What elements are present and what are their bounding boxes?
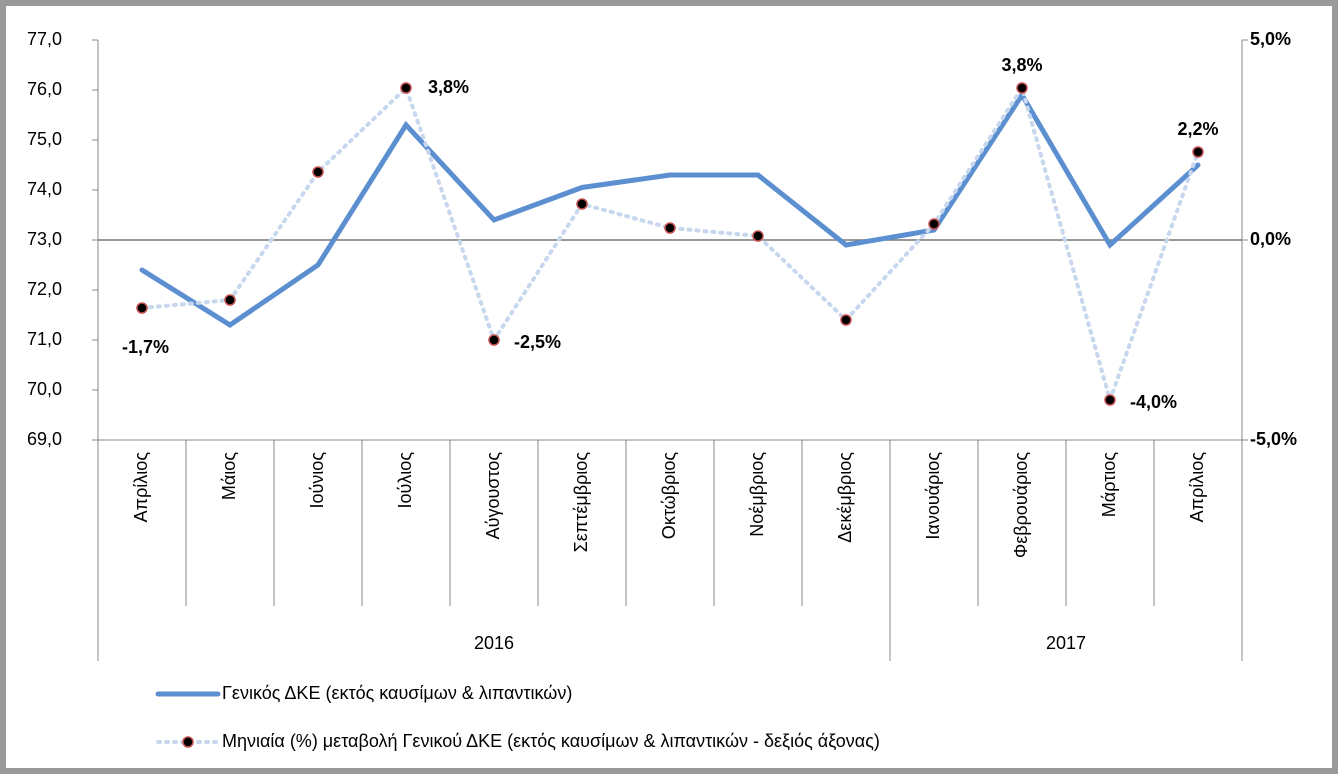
- marker: [576, 198, 588, 210]
- x-tick-label: Απρίλιος: [1187, 452, 1207, 523]
- data-label: -1,7%: [122, 337, 169, 357]
- group-label: 2016: [474, 633, 514, 653]
- legend-marker: [182, 736, 194, 748]
- y-tick-label: 77,0: [27, 29, 62, 49]
- chart: 69,0 70,0 71,0 72,0 73,0 74,0 75,0 76,0 77,0 -5,0…: [27, 29, 1297, 751]
- y2-tick-label: 5,0%: [1250, 29, 1291, 49]
- marker: [664, 222, 676, 234]
- series-line: [139, 90, 1201, 328]
- y-tick-label: 74,0: [27, 179, 62, 199]
- x-tick-label: Απρίλιος: [131, 452, 151, 523]
- series-line: [140, 83, 1200, 407]
- legend-label: Γενικός ΔΚΕ (εκτός καυσίμων & λιπαντικών…: [222, 683, 572, 703]
- marker: [136, 302, 148, 314]
- y-tick-label: 70,0: [27, 379, 62, 399]
- x-tick-label: Δεκέμβριος: [835, 452, 855, 543]
- group-label: 2017: [1046, 633, 1086, 653]
- data-label: 3,8%: [1001, 55, 1042, 75]
- y-tick-label: 73,0: [27, 229, 62, 249]
- marker: [488, 334, 500, 346]
- data-label: 2,2%: [1177, 119, 1218, 139]
- x-tick-label: Ιούνιος: [307, 452, 327, 509]
- y2-tick-label: -5,0%: [1250, 429, 1297, 449]
- data-label: -2,5%: [514, 332, 561, 352]
- x-tick-label: Σεπτέμβριος: [571, 452, 591, 553]
- y2-tick-label: 0,0%: [1250, 229, 1291, 249]
- x-tick-label: Ιούλιος: [395, 452, 415, 509]
- x-tick-label: Ιανουάριος: [923, 452, 943, 540]
- marker: [400, 82, 412, 94]
- marker: [752, 230, 764, 242]
- x-tick-label: Φεβρουάριος: [1011, 452, 1031, 558]
- x-tick-label: Αύγουστος: [483, 452, 503, 540]
- x-tick-label: Νοέμβριος: [747, 452, 767, 537]
- marker: [840, 314, 852, 326]
- marker: [1192, 146, 1204, 158]
- y-tick-label: 69,0: [27, 429, 62, 449]
- marker: [1016, 82, 1028, 94]
- x-tick-label: Μάρτιος: [1099, 452, 1119, 518]
- y-tick-label: 76,0: [27, 79, 62, 99]
- y-tick-label: 71,0: [27, 329, 62, 349]
- data-label: -4,0%: [1130, 392, 1177, 412]
- marker: [224, 294, 236, 306]
- y-tick-label: 72,0: [27, 279, 62, 299]
- y-tick-label: 75,0: [27, 129, 62, 149]
- x-tick-label: Μάιος: [219, 452, 239, 500]
- marker: [1104, 394, 1116, 406]
- x-tick-label: Οκτώβριος: [659, 452, 679, 540]
- data-label: 3,8%: [428, 77, 469, 97]
- legend-label: Μηνιαία (%) μεταβολή Γενικού ΔΚΕ (εκτός …: [222, 731, 880, 751]
- marker: [312, 166, 324, 178]
- marker: [928, 218, 940, 230]
